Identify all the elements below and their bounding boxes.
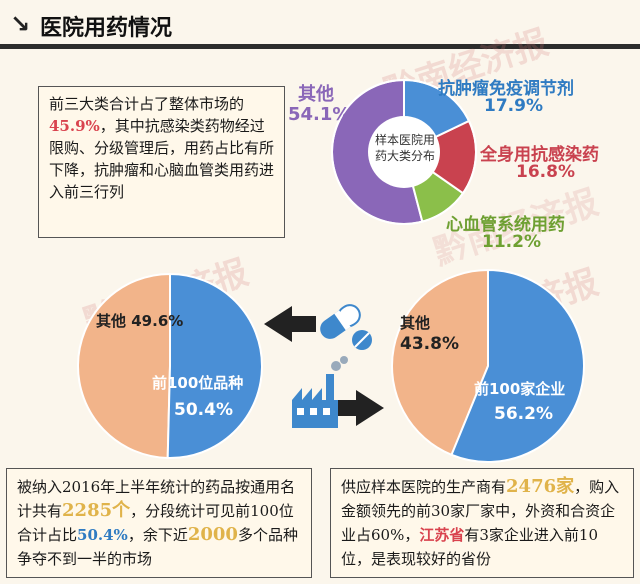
header-rule <box>0 44 640 49</box>
pie2-top100-value: 50.4% <box>174 400 233 420</box>
pie3-slice-0 <box>450 268 585 463</box>
pie2-top100-label: 前100位品种 <box>152 374 244 392</box>
pie3-top100-label: 前100家企业 <box>474 380 566 398</box>
pill-capsule-icon <box>320 304 372 350</box>
pie1-antiinfective-label: 全身用抗感染药 <box>480 145 599 165</box>
left-arrow-icon <box>264 306 316 342</box>
pie2-slice-0 <box>166 272 263 459</box>
header-arrow-icon: ↘ <box>10 10 31 38</box>
pie2-other-label: 其他 49.6% <box>96 312 184 330</box>
pie1-antiinfective-value: 16.8% <box>516 162 575 182</box>
summary-text: 前三大类合计占了整体市场的45.9%，其中抗感染类药物经过限购、分级管理后，用药… <box>38 86 285 238</box>
right-arrow-icon <box>332 390 384 426</box>
pie1-cardio-value: 11.2% <box>482 232 541 252</box>
pie1-hole <box>368 116 440 188</box>
header: ↘ 医院用药情况 <box>0 0 640 52</box>
pie1-cardio-label: 心血管系统用药 <box>446 215 565 235</box>
pie1-antitumor-label: 抗肿瘤免疫调节剂 <box>438 79 574 99</box>
pie1-title: 样本医院用药大类分布 <box>374 133 435 163</box>
pie1-antitumor-value: 17.9% <box>484 96 543 116</box>
pie3-other-value: 43.8% <box>400 334 459 354</box>
pie2-slice-1 <box>77 272 171 459</box>
pie1-ring <box>331 79 477 225</box>
note-left: 被纳入2016年上半年统计的药品按通用名计共有2285个，分段统计可见前100位… <box>6 468 312 578</box>
pie1-other-label: 其他 <box>298 84 334 105</box>
pie3-other-label: 其他 <box>400 314 431 332</box>
pie3-top100-value: 56.2% <box>494 404 553 424</box>
page-title: 医院用药情况 <box>40 16 173 41</box>
pie3-slice-1 <box>391 268 489 457</box>
factory-icon <box>292 356 348 428</box>
pie1-other-value: 54.1% <box>288 104 351 125</box>
note-right: 供应样本医院的生产商有2476家，购入金额领先的前30家厂家中，外资和合资企业占… <box>330 468 634 578</box>
